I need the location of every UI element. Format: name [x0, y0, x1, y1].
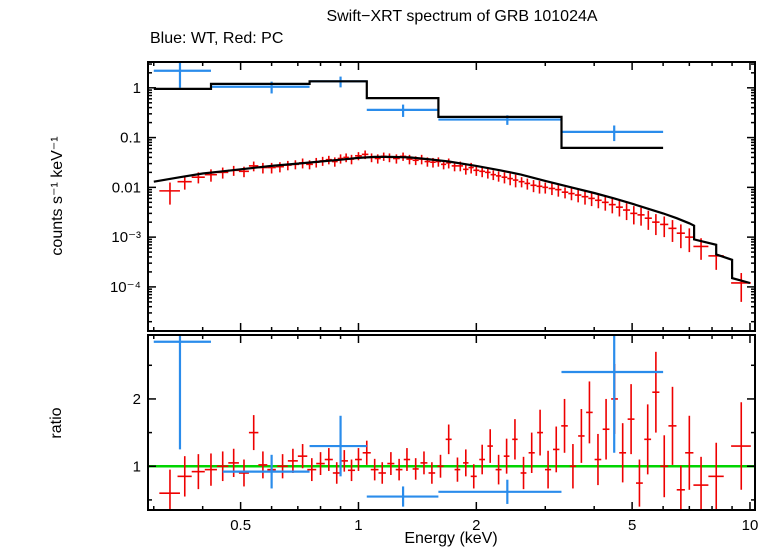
svg-text:2: 2 — [133, 391, 141, 408]
y-axis-label-counts: counts s⁻¹ keV⁻¹ — [49, 136, 66, 256]
svg-text:2: 2 — [472, 517, 480, 534]
svg-text:10: 10 — [742, 517, 759, 534]
svg-text:1: 1 — [354, 517, 362, 534]
svg-text:1: 1 — [133, 80, 141, 97]
svg-text:1: 1 — [133, 458, 141, 475]
svg-text:10⁻³: 10⁻³ — [111, 229, 141, 246]
svg-text:0.1: 0.1 — [120, 130, 141, 147]
chart-title: Swift−XRT spectrum of GRB 101024A — [326, 8, 598, 25]
chart-legend-subtitle: Blue: WT, Red: PC — [150, 30, 284, 47]
svg-text:0.01: 0.01 — [112, 179, 141, 196]
svg-text:0.5: 0.5 — [230, 517, 251, 534]
svg-text:5: 5 — [628, 517, 636, 534]
x-axis-label-energy: Energy (keV) — [404, 530, 498, 547]
y-axis-label-ratio: ratio — [48, 407, 65, 439]
svg-text:10⁻⁴: 10⁻⁴ — [110, 279, 141, 296]
